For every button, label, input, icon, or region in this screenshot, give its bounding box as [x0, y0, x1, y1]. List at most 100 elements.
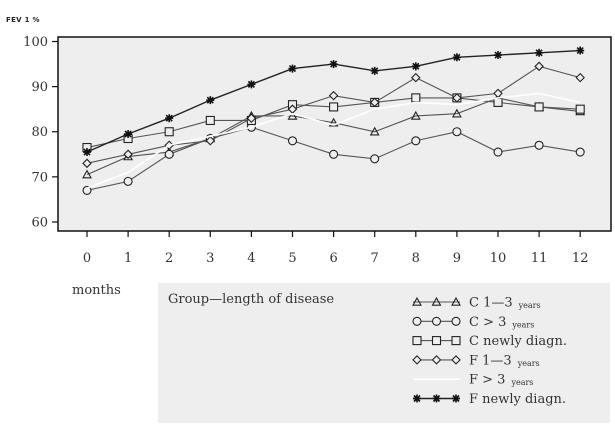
data-point-fnd: [83, 148, 91, 157]
data-point-f13: [575, 72, 585, 83]
x-tick-label: 2: [165, 251, 173, 266]
data-point-cnd: [329, 102, 339, 112]
series-layer: [82, 46, 586, 195]
data-point-f13: [328, 90, 339, 101]
y-tick-label: 90: [31, 80, 48, 95]
legend-marker: [431, 296, 442, 306]
data-point-fnd: [535, 48, 544, 57]
data-point-cgt3: [287, 136, 298, 146]
legend-marker: [412, 316, 422, 326]
data-point-c13: [82, 169, 92, 179]
legend-marker: [412, 296, 422, 306]
data-point-cgt3: [493, 147, 503, 157]
series-fnd: [83, 46, 585, 157]
data-point-cnd: [205, 115, 215, 126]
legend-marker: [412, 355, 422, 365]
legend-label: F > 3: [469, 373, 505, 388]
legend-marker: [431, 316, 442, 326]
legend-marker: [451, 296, 461, 306]
legend-marker: [431, 355, 442, 365]
legend-item-c13: C 1—3 years: [412, 296, 541, 311]
series-line-fgt3: [86, 92, 581, 189]
legend-label-unit: years: [511, 320, 534, 329]
x-axis-title: months: [72, 283, 121, 298]
plot-area: [57, 36, 612, 232]
legend-label: F newly diagn.: [469, 392, 566, 407]
data-point-cgt3: [452, 127, 462, 137]
legend-title: Group—length of disease: [168, 292, 335, 307]
y-axis-label: FEV 1 %: [6, 16, 40, 24]
data-point-f13: [369, 97, 380, 108]
legend-item-cnd: C newly diagn.: [412, 334, 567, 349]
legend-marker: [451, 316, 461, 326]
data-point-c13: [328, 117, 339, 127]
data-point-cgt3: [370, 154, 380, 164]
x-tick-label: 9: [453, 251, 461, 266]
x-tick-label: 1: [124, 251, 132, 266]
data-point-cgt3: [329, 149, 339, 159]
data-point-fnd: [165, 114, 174, 123]
y-tick-label: 60: [31, 215, 48, 230]
data-point-fnd: [411, 62, 420, 71]
series-cgt3: [82, 122, 585, 195]
legend-marker: [432, 394, 441, 403]
legend-label: F 1—3: [469, 353, 512, 368]
x-tick-label: 0: [83, 251, 91, 266]
data-point-fnd: [329, 60, 338, 69]
data-point-fnd: [494, 51, 502, 60]
data-point-cgt3: [534, 140, 544, 150]
data-point-fnd: [247, 80, 256, 89]
legend-label-unit: years: [510, 378, 533, 387]
data-point-c13: [410, 110, 421, 120]
data-point-c13: [451, 108, 462, 118]
data-point-fnd: [452, 53, 461, 62]
series-f13: [82, 61, 585, 169]
y-tick-label: 80: [31, 125, 48, 140]
data-point-f13: [246, 113, 257, 123]
x-tick-label: 8: [412, 251, 420, 266]
legend-marker: [413, 394, 421, 403]
y-tick-label: 100: [23, 35, 48, 50]
y-axis-ticks: 60 70 80 90 100: [23, 35, 58, 230]
data-point-f13: [82, 158, 92, 169]
data-point-fnd: [206, 96, 215, 105]
x-tick-label: 7: [371, 251, 379, 266]
data-point-f13: [205, 135, 216, 146]
legend-item-f13: F 1—3 years: [412, 353, 540, 368]
data-point-cnd: [575, 104, 585, 114]
legend-label-unit: years: [518, 301, 541, 310]
data-point-f13: [534, 61, 544, 72]
series-fgt3: [86, 92, 581, 189]
data-point-fnd: [576, 46, 585, 55]
legend-item-fnd: F newly diagn.: [413, 392, 566, 407]
data-point-cnd: [534, 102, 544, 112]
legend-marker: [452, 394, 460, 403]
legend-item-fgt3: F > 3 years: [413, 373, 533, 388]
y-tick-label: 70: [31, 170, 48, 185]
legend-marker: [451, 355, 461, 365]
legend-marker: [412, 336, 422, 346]
legend-item-cgt3: C > 3 years: [412, 315, 534, 330]
data-point-f13: [411, 72, 421, 83]
data-point-cgt3: [164, 149, 174, 159]
x-tick-label: 6: [329, 251, 337, 266]
legend-label: C 1—3: [469, 296, 513, 311]
data-point-cgt3: [123, 176, 133, 186]
legend-label-unit: years: [517, 359, 540, 368]
data-point-cgt3: [575, 147, 585, 157]
x-tick-label: 4: [247, 251, 255, 266]
data-point-cgt3: [411, 136, 421, 146]
legend-marker: [431, 336, 442, 346]
legend-label: C newly diagn.: [469, 334, 567, 349]
data-point-f13: [123, 149, 133, 160]
data-point-cnd: [164, 127, 174, 137]
data-point-c13: [287, 110, 298, 120]
x-axis-ticks: 0 1 2 3 4 5 6 7 8 9 10 11 12: [83, 231, 588, 266]
legend-marker: [451, 336, 461, 346]
x-tick-label: 3: [206, 251, 214, 266]
legend-label: C > 3: [469, 315, 506, 330]
x-tick-label: 10: [490, 251, 507, 266]
data-point-c13: [369, 126, 380, 136]
legend-entries: C 1—3 years C > 3 years C newly diagn. F 1—3 y…: [412, 296, 567, 407]
